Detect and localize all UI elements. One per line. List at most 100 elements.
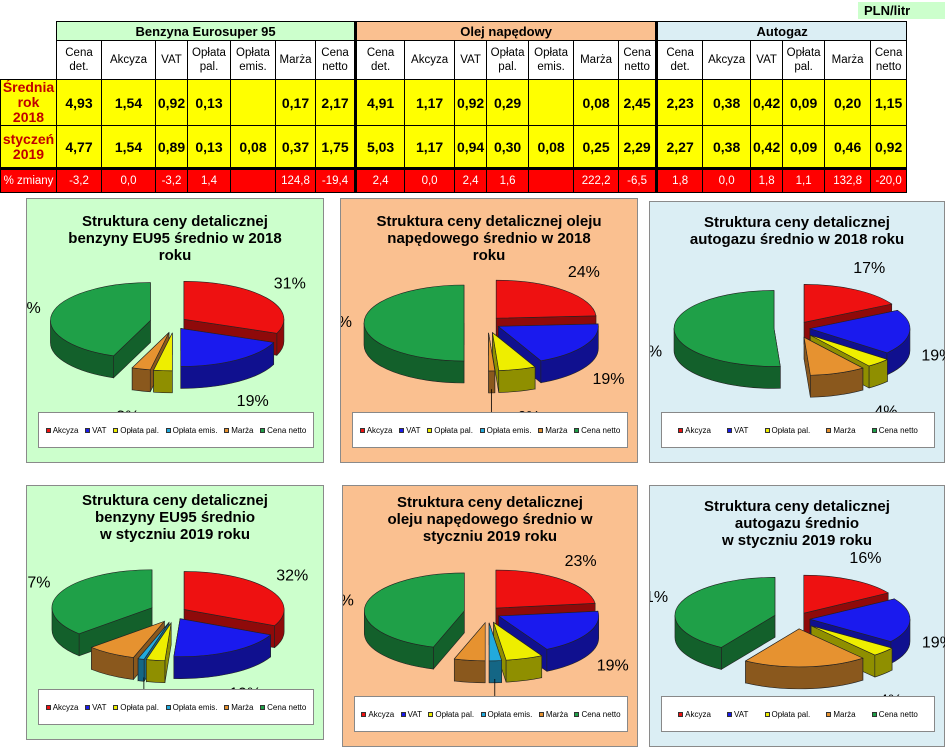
table-cell: 1,1 [782,168,826,193]
table-cell: 0,20 [824,79,872,126]
pie-slice-akcyza [495,569,596,609]
legend-item: Marża [826,710,856,719]
unit-label: PLN/litr [858,2,945,19]
legend-swatch [727,427,733,433]
chart-legend: Akcyza VAT Opłata pal. Opłata emis. Marża Cen… [38,412,314,448]
column-header: Opłata emis. [230,40,276,80]
chart-legend: Akcyza VAT Opłata pal. Marża Cena netto [661,696,935,732]
price-table-wrapper: Benzyna Eurosuper 95 Olej napędowy Autogaz… [0,21,908,193]
legend-label: Marża [231,425,254,435]
pie-data-label: 17% [853,260,885,277]
legend-swatch [85,704,91,710]
chart-title: Struktura ceny detalicznej oleju napędowe… [343,494,637,545]
table-cell: -20,0 [870,168,908,193]
table-cell: 0,38 [702,79,752,126]
table-cell: 0,0 [404,168,456,193]
legend-swatch [538,711,544,717]
pie-slice-mar-a [803,336,864,376]
table-cell: 132,8 [824,168,872,193]
pie-slice-side-mar-a [453,658,486,684]
legend-swatch [260,427,266,433]
table-cell: 0,13 [187,79,231,126]
group-header-1: Olej napędowy [354,21,658,41]
legend-label: Opłata pal. [771,709,811,719]
column-header: Cena netto [314,40,357,80]
table-cell: 0,89 [155,125,188,170]
pie-slice-akcyza [803,284,893,323]
table-cell: 0,94 [454,125,488,170]
legend-label: Opłata pal. [120,425,159,435]
table-cell: 0,92 [454,79,488,126]
pie-data-label: 44% [27,300,41,317]
legend-item: VAT [85,702,107,712]
table-corner-sub [0,40,57,80]
table-cell: 1,8 [750,168,784,193]
legend-swatch [165,704,171,710]
pie-slice-cena-netto [364,572,465,648]
chart-panel-5: Struktura ceny detalicznej oleju napędowe… [342,485,638,747]
legend-swatch [361,711,367,717]
legend-label: VAT [734,709,749,719]
column-header: Opłata pal. [782,40,826,80]
table-cell: 222,2 [573,168,620,193]
pie-data-label: 19% [922,634,945,651]
legend-swatch [224,704,230,710]
pie-slice-op-ata-pal- [153,332,173,372]
table-cell [528,168,575,193]
table-cell: 0,0 [702,168,752,193]
column-header: Opłata emis. [528,40,575,80]
chart-title-line: benzyny EU95 średnio w 2018 [68,230,282,247]
legend-label: Akcyza [366,425,393,435]
pie-data-label: 50% [341,314,352,331]
chart-title-line: roku [472,247,506,264]
table-cell: 1,54 [101,125,156,170]
price-table: Benzyna Eurosuper 95 Olej napędowy Autogaz… [0,21,908,193]
pie-slice-op-ata-pal- [492,331,536,371]
legend-label: Opłata pal. [435,709,475,719]
pie-chart: 16%19%4%20%41% [650,550,945,721]
pie-data-label: 19% [597,657,629,674]
legend-label: Opłata pal. [771,425,811,435]
chart-title-line: Struktura ceny detalicznej [704,498,890,515]
legend-item: Marża [538,426,567,435]
table-cell: 0,08 [230,125,276,170]
pie-slice-mar-a [744,628,864,668]
legend-label: VAT [92,702,107,712]
legend-swatch [224,427,230,433]
table-cell: 2,17 [314,79,357,126]
legend-swatch [480,711,486,717]
pie-slice-side-op-ata-pal- [153,369,173,394]
legend-swatch [678,427,684,433]
legend-swatch [574,427,580,433]
legend-swatch [428,711,434,717]
column-header: Cena netto [870,40,908,80]
legend-swatch [678,711,684,717]
pie-data-label: 24% [568,264,600,281]
pie-slice-vat [497,323,599,362]
legend-swatch [479,427,485,433]
legend-label: Opłata emis. [487,709,533,719]
table-cell: 0,13 [187,125,231,170]
column-header: Akcyza [404,40,456,80]
table-cell: 1,54 [101,79,156,126]
pie-data-label: 31% [274,276,306,293]
chart-legend: Akcyza VAT Opłata pal. Opłata emis. Marża Cen… [38,689,314,725]
chart-title: Struktura ceny detalicznej oleju napędowe… [341,213,637,264]
pie-slice-op-ata-pal- [492,621,543,661]
legend-label: Akcyza [685,709,711,719]
legend-item: Akcyza [678,426,711,435]
table-cell: 124,8 [275,168,316,193]
pie-slice-vat [808,309,911,354]
pie-data-label: 19% [592,371,624,388]
pie-slice-side-mar-a [131,367,151,393]
table-cell: 0,08 [528,125,575,170]
table-cell: 2,27 [655,125,704,170]
chart-title-line: autogazu średnio w 2018 roku [689,231,905,248]
table-cell: 1,17 [404,79,456,126]
column-header: Opłata pal. [187,40,231,80]
chart-panel-4: Struktura ceny detalicznej benzyny EU95 ś… [26,485,324,740]
legend-item: Opłata pal. [764,709,811,719]
pie-slice-op-ata-emis- [488,622,503,662]
legend-item: Cena netto [871,710,918,719]
legend-label: Marża [833,425,856,435]
